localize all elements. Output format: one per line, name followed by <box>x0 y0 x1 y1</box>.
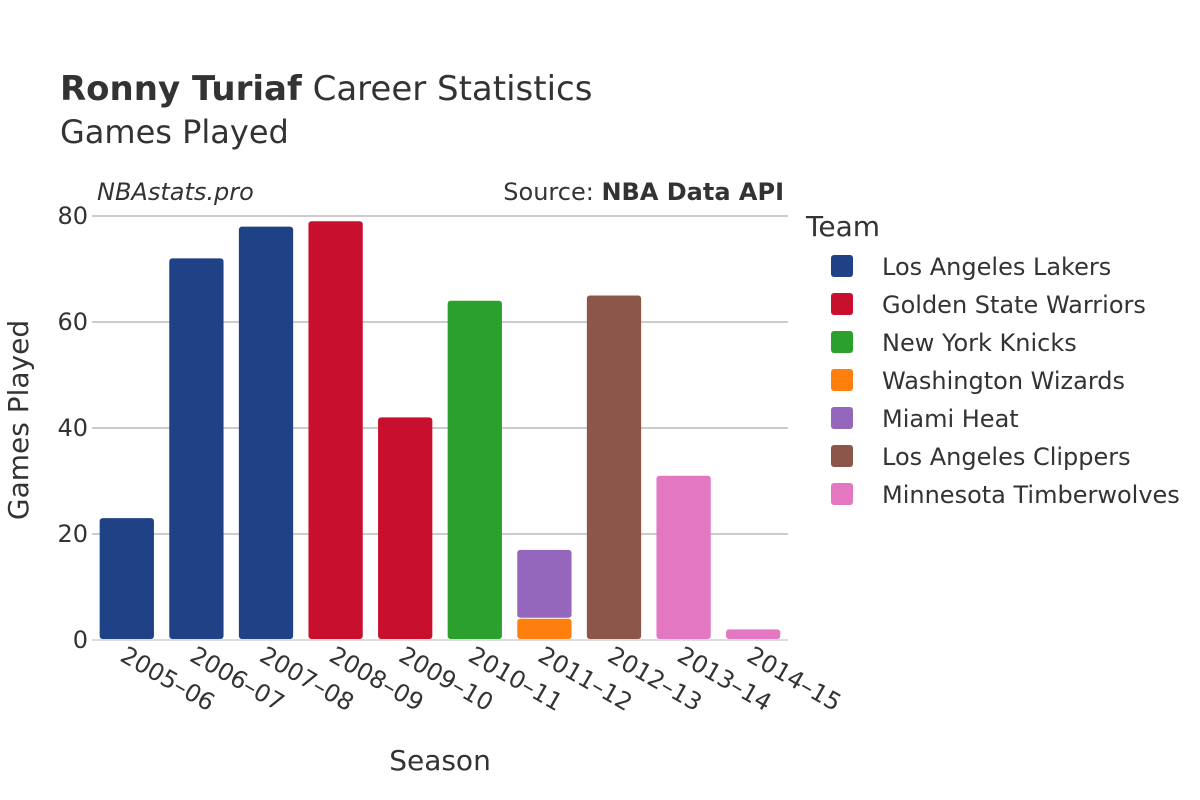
legend-swatch <box>831 407 853 429</box>
bar <box>656 475 711 639</box>
legend-label: Golden State Warriors <box>882 291 1146 319</box>
y-tick-label: 0 <box>73 626 88 654</box>
chart-subtitle: Games Played <box>60 113 289 151</box>
chart-title: Ronny Turiaf Career Statistics <box>60 69 592 109</box>
legend-title: Team <box>805 210 880 243</box>
bar <box>586 295 642 639</box>
legend-label: Minnesota Timberwolves <box>882 481 1180 509</box>
bars <box>99 221 781 640</box>
legend-label: New York Knicks <box>882 329 1077 357</box>
bar <box>169 258 224 639</box>
bar <box>308 221 363 640</box>
y-axis-ticks: 0 20 40 60 80 <box>57 202 88 654</box>
chart-title-rest: Career Statistics <box>302 69 593 109</box>
bar <box>517 549 572 618</box>
legend-label: Miami Heat <box>882 405 1019 433</box>
legend-swatch <box>831 255 853 277</box>
legend: Los Angeles Lakers Golden State Warriors N… <box>831 253 1180 509</box>
legend-label: Washington Wizards <box>882 367 1125 395</box>
y-axis-label: Games Played <box>2 320 35 520</box>
y-tick-label: 60 <box>57 308 88 336</box>
y-tick-label: 80 <box>57 202 88 230</box>
legend-swatch <box>831 369 853 391</box>
x-axis-label: Season <box>389 744 491 777</box>
legend-label: Los Angeles Lakers <box>882 253 1111 281</box>
source-name: NBA Data API <box>601 178 784 206</box>
source-credit: Source: NBA Data API <box>503 178 784 206</box>
source-prefix: Source: <box>503 178 601 206</box>
legend-label: Los Angeles Clippers <box>882 443 1131 471</box>
bar <box>99 518 154 639</box>
bar <box>378 417 433 639</box>
chart-title-bold: Ronny Turiaf <box>60 69 303 109</box>
bar <box>447 300 502 639</box>
y-tick-label: 40 <box>57 414 88 442</box>
legend-swatch <box>831 331 853 353</box>
legend-swatch <box>831 445 853 467</box>
watermark: NBAstats.pro <box>97 178 254 206</box>
bar <box>238 226 294 639</box>
y-tick-label: 20 <box>57 520 88 548</box>
bar <box>726 629 781 639</box>
x-axis-ticks: 2005–062006–072007–082008–092009–102010–… <box>116 641 846 717</box>
bar <box>517 618 572 639</box>
legend-swatch <box>831 293 853 315</box>
legend-swatch <box>831 483 853 505</box>
